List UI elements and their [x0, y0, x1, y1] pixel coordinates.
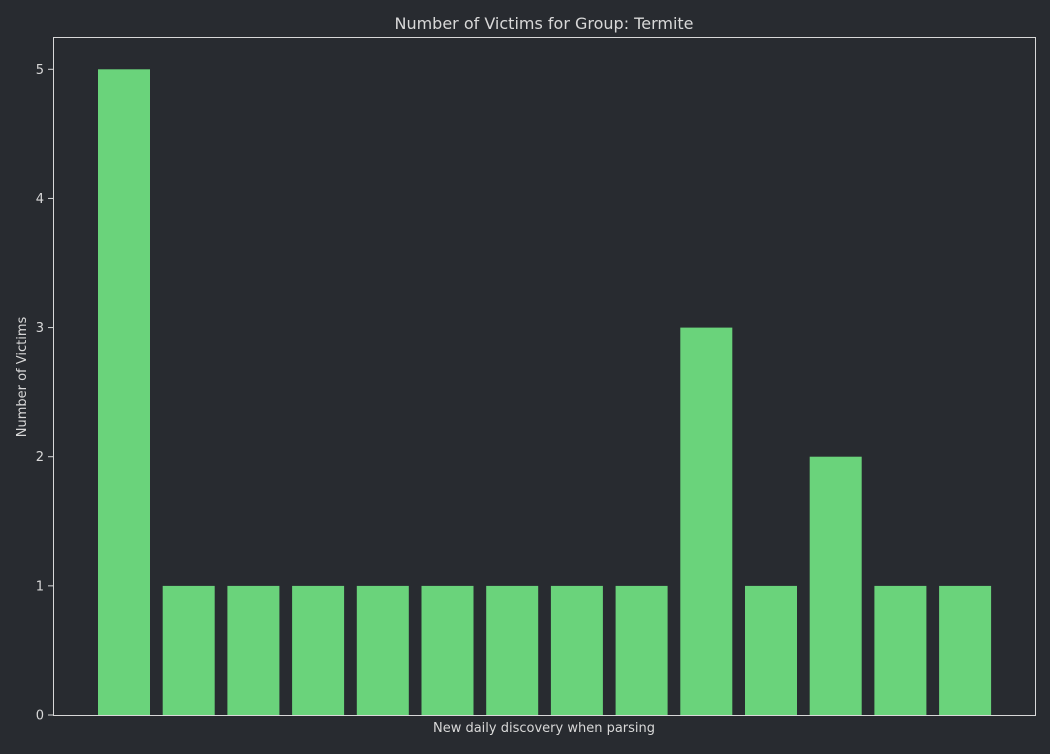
plot-frame: [53, 37, 1036, 716]
bar: [421, 585, 474, 715]
bar: [356, 585, 409, 715]
bars-group: [98, 69, 992, 716]
y-tick-label: 4: [36, 192, 44, 207]
bar: [98, 69, 150, 716]
bar: [292, 585, 345, 715]
bar: [227, 585, 280, 715]
bar: [745, 585, 797, 715]
y-ticks-group: 0 1 2 3 4 5: [36, 63, 53, 724]
bar: [809, 456, 862, 715]
bar: [874, 585, 927, 715]
bar: [939, 585, 992, 715]
y-tick-label: 0: [36, 709, 44, 724]
bar: [615, 585, 668, 715]
bar: [162, 585, 215, 715]
y-tick-label: 5: [36, 63, 44, 78]
bar: [680, 327, 733, 715]
y-tick-label: 1: [36, 579, 44, 594]
chart-title: Number of Victims for Group: Termite: [394, 14, 693, 33]
x-axis-label: New daily discovery when parsing: [433, 721, 655, 736]
y-tick-label: 2: [36, 450, 44, 465]
bar: [550, 585, 603, 715]
bar: [486, 585, 539, 715]
y-tick-label: 3: [36, 321, 44, 336]
y-axis-label: Number of Victims: [15, 317, 30, 438]
